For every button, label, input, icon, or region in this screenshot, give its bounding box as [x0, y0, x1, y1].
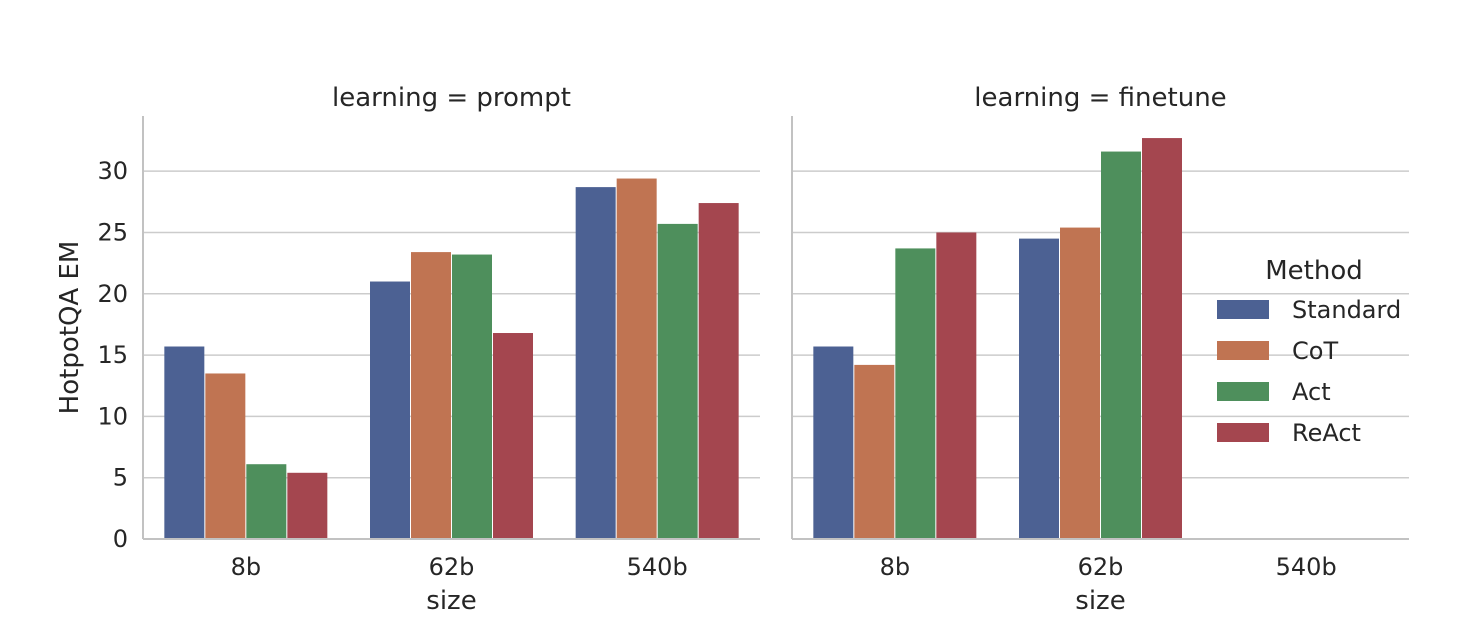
x-tick-label: 8b [880, 553, 911, 581]
y-axis-title: HotpotQA EM [55, 241, 85, 415]
y-tick-label: 10 [97, 402, 128, 430]
x-axis-title: size [1075, 586, 1125, 616]
bar-cot-8b [205, 373, 246, 539]
x-tick-label: 540b [1276, 553, 1337, 581]
bar-act-8b [246, 464, 287, 539]
bar-react-540b [698, 203, 739, 539]
bar-cot-62b [1060, 227, 1100, 539]
bar-react-62b [1142, 138, 1182, 539]
panel-title: learning = finetune [974, 83, 1226, 113]
x-axis-title: size [426, 586, 476, 616]
bar-act-62b [452, 254, 492, 539]
x-tick-label: 62b [1078, 553, 1124, 581]
legend-swatch-standard [1217, 300, 1269, 319]
legend-swatch-cot [1217, 341, 1269, 360]
bar-standard-62b [370, 281, 410, 539]
x-tick-label: 62b [429, 553, 475, 581]
bar-react-8b [936, 232, 977, 539]
legend-label-standard: Standard [1292, 296, 1401, 324]
x-tick-label: 8b [231, 553, 262, 581]
y-tick-label: 25 [97, 218, 128, 246]
legend-swatch-react [1217, 423, 1269, 442]
bar-cot-540b [616, 178, 657, 539]
bar-cot-8b [854, 364, 895, 539]
x-tick-label: 540b [627, 553, 688, 581]
legend-label-react: ReAct [1292, 419, 1361, 447]
legend-label-act: Act [1292, 378, 1331, 406]
bar-cot-62b [411, 252, 451, 540]
y-tick-label: 20 [97, 280, 128, 308]
bar-react-8b [287, 472, 328, 539]
bar-standard-540b [575, 187, 616, 539]
bar-standard-62b [1019, 238, 1059, 539]
y-tick-label: 5 [113, 464, 128, 492]
legend-label-cot: CoT [1292, 337, 1338, 365]
bar-act-62b [1101, 151, 1141, 539]
bar-act-8b [895, 248, 936, 539]
bar-react-62b [493, 333, 533, 539]
bar-standard-8b [813, 346, 854, 539]
bar-act-540b [657, 223, 698, 540]
y-tick-label: 30 [97, 157, 128, 185]
legend-swatch-act [1217, 382, 1269, 401]
bar-standard-8b [164, 346, 205, 539]
y-tick-label: 0 [113, 525, 128, 553]
panel-title: learning = prompt [332, 83, 571, 113]
legend-title: Method [1265, 256, 1363, 286]
y-tick-label: 15 [97, 341, 128, 369]
